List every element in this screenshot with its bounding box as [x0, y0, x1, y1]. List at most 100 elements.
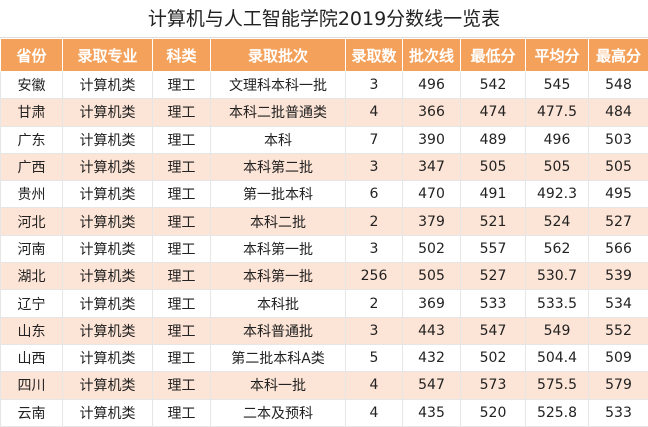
table-cell: 本科二批普通类 — [211, 99, 346, 126]
table-cell: 5 — [346, 344, 403, 371]
table-cell: 496 — [403, 72, 461, 99]
table-cell: 本科普通批 — [211, 317, 346, 344]
table-cell: 579 — [589, 372, 648, 399]
table-cell: 计算机类 — [63, 290, 153, 317]
table-cell: 547 — [403, 372, 461, 399]
table-cell: 理工 — [153, 317, 211, 344]
table-cell: 369 — [403, 290, 461, 317]
table-cell: 理工 — [153, 235, 211, 262]
table-cell: 3 — [346, 317, 403, 344]
header-cell: 平均分 — [526, 39, 589, 72]
table-cell: 安徽 — [1, 72, 63, 99]
table-cell: 理工 — [153, 263, 211, 290]
table-cell: 计算机类 — [63, 72, 153, 99]
table-cell: 四川 — [1, 372, 63, 399]
table-cell: 552 — [589, 317, 648, 344]
table-cell: 489 — [461, 126, 526, 153]
table-cell: 3 — [346, 235, 403, 262]
table-cell: 366 — [403, 99, 461, 126]
table-cell: 理工 — [153, 290, 211, 317]
header-row: 省份录取专业科类录取批次录取数批次线最低分平均分最高分 — [1, 39, 648, 72]
table-cell: 计算机类 — [63, 235, 153, 262]
header-cell: 最低分 — [461, 39, 526, 72]
table-cell: 计算机类 — [63, 317, 153, 344]
table-cell: 379 — [403, 208, 461, 235]
table-cell: 534 — [589, 290, 648, 317]
table-cell: 本科二批 — [211, 208, 346, 235]
table-cell: 山东 — [1, 317, 63, 344]
table-cell: 530.7 — [526, 263, 589, 290]
table-cell: 539 — [589, 263, 648, 290]
table-cell: 491 — [461, 181, 526, 208]
table-cell: 理工 — [153, 72, 211, 99]
header-cell: 省份 — [1, 39, 63, 72]
header-cell: 录取数 — [346, 39, 403, 72]
header-cell: 录取批次 — [211, 39, 346, 72]
table-cell: 505 — [526, 153, 589, 180]
table-cell: 理工 — [153, 153, 211, 180]
table-cell: 542 — [461, 72, 526, 99]
table-cell: 理工 — [153, 399, 211, 426]
table-cell: 474 — [461, 99, 526, 126]
table-cell: 573 — [461, 372, 526, 399]
table-cell: 理工 — [153, 181, 211, 208]
table-cell: 理工 — [153, 99, 211, 126]
table-cell: 562 — [526, 235, 589, 262]
table-cell: 计算机类 — [63, 344, 153, 371]
table-cell: 256 — [346, 263, 403, 290]
table-cell: 390 — [403, 126, 461, 153]
table-cell: 理工 — [153, 372, 211, 399]
table-cell: 理工 — [153, 126, 211, 153]
header-cell: 最高分 — [589, 39, 648, 72]
table-cell: 广东 — [1, 126, 63, 153]
table-cell: 计算机类 — [63, 372, 153, 399]
table-cell: 广西 — [1, 153, 63, 180]
table-cell: 湖北 — [1, 263, 63, 290]
table-cell: 云南 — [1, 399, 63, 426]
table-cell: 502 — [461, 344, 526, 371]
table-cell: 理工 — [153, 344, 211, 371]
header-cell: 科类 — [153, 39, 211, 72]
table-cell: 7 — [346, 126, 403, 153]
table-cell: 505 — [589, 153, 648, 180]
table-cell: 484 — [589, 99, 648, 126]
table-cell: 525.8 — [526, 399, 589, 426]
table-cell: 辽宁 — [1, 290, 63, 317]
table-cell: 4 — [346, 399, 403, 426]
table-cell: 2 — [346, 290, 403, 317]
table-cell: 计算机类 — [63, 99, 153, 126]
table-cell: 545 — [526, 72, 589, 99]
table-cell: 524 — [526, 208, 589, 235]
table-cell: 527 — [461, 263, 526, 290]
table-cell: 4 — [346, 372, 403, 399]
table-cell: 505 — [461, 153, 526, 180]
table-cell: 503 — [589, 126, 648, 153]
table-cell: 计算机类 — [63, 208, 153, 235]
table-cell: 山西 — [1, 344, 63, 371]
table-cell: 548 — [589, 72, 648, 99]
table-cell: 河北 — [1, 208, 63, 235]
table-cell: 504.4 — [526, 344, 589, 371]
table-cell: 文理科本科一批 — [211, 72, 346, 99]
table-cell: 理工 — [153, 208, 211, 235]
table-cell: 443 — [403, 317, 461, 344]
table-cell: 347 — [403, 153, 461, 180]
table-cell: 本科批 — [211, 290, 346, 317]
table-cell: 470 — [403, 181, 461, 208]
header-cell: 录取专业 — [63, 39, 153, 72]
page: 计算机与人工智能学院2019分数线一览表 省份录取专业科类录取批次录取数批次线最… — [0, 0, 648, 412]
table-cell: 二本及预科 — [211, 399, 346, 426]
table-cell: 2 — [346, 208, 403, 235]
table-cell: 435 — [403, 399, 461, 426]
table-cell: 549 — [526, 317, 589, 344]
score-table: 省份录取专业科类录取批次录取数批次线最低分平均分最高分 安徽计算机类理工文理科本… — [0, 38, 648, 427]
table-cell: 计算机类 — [63, 153, 153, 180]
